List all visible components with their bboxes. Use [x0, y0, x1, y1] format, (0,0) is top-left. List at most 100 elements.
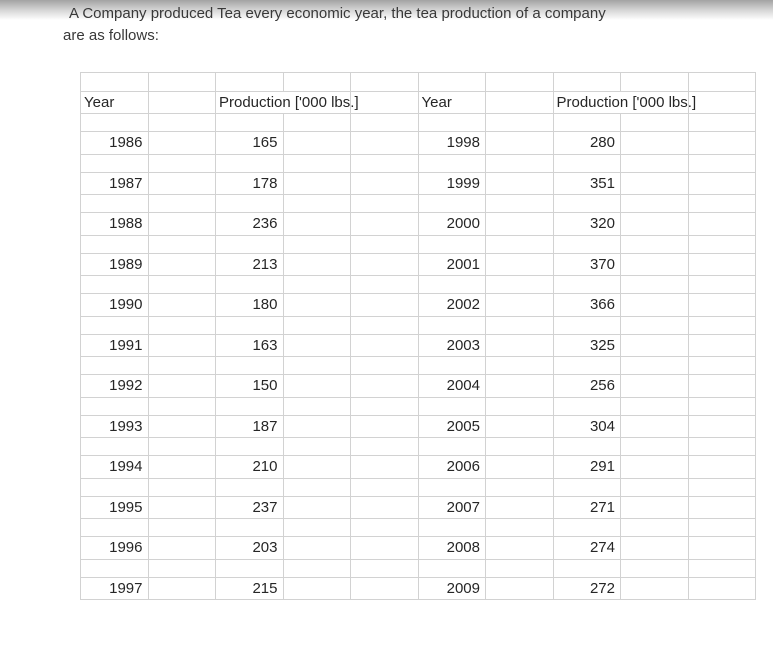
empty-cell	[80, 518, 149, 537]
empty-cell	[620, 315, 689, 335]
empty-cell	[485, 396, 554, 416]
empty-cell	[687, 113, 756, 132]
empty-cell	[80, 477, 149, 497]
empty-cell	[485, 91, 554, 114]
empty-cell	[350, 495, 419, 519]
spacer-row	[80, 437, 756, 456]
empty-cell	[552, 275, 621, 294]
year-cell: 1991	[80, 333, 149, 357]
empty-cell	[620, 194, 689, 213]
year-cell: 1986	[80, 131, 149, 155]
empty-cell	[350, 558, 419, 578]
empty-cell	[282, 536, 351, 560]
empty-cell	[485, 477, 554, 497]
year-cell: 2007	[417, 495, 486, 519]
production-cell: 320	[552, 212, 621, 236]
production-cell: 280	[552, 131, 621, 155]
empty-cell	[350, 437, 419, 456]
empty-cell	[620, 252, 689, 276]
empty-cell	[350, 455, 419, 479]
year-cell: 2009	[417, 576, 486, 600]
year-cell: 2004	[417, 374, 486, 398]
year-cell: 1996	[80, 536, 149, 560]
empty-cell	[485, 212, 554, 236]
empty-cell	[552, 558, 621, 578]
empty-cell	[687, 333, 756, 357]
empty-cell	[687, 396, 756, 416]
empty-cell	[147, 396, 216, 416]
empty-cell	[350, 113, 419, 132]
empty-cell	[147, 558, 216, 578]
empty-cell	[215, 558, 284, 578]
year-cell: 1987	[80, 171, 149, 195]
production-cell: 165	[215, 131, 284, 155]
empty-cell	[687, 558, 756, 578]
empty-cell	[282, 72, 351, 92]
empty-cell	[620, 455, 689, 479]
spacer-row	[80, 477, 756, 497]
empty-cell	[687, 536, 756, 560]
empty-cell	[687, 518, 756, 537]
year-cell: 1989	[80, 252, 149, 276]
year-cell: 1988	[80, 212, 149, 236]
empty-cell	[552, 396, 621, 416]
empty-cell	[417, 153, 486, 173]
year-cell: 1995	[80, 495, 149, 519]
empty-cell	[687, 477, 756, 497]
empty-cell	[620, 495, 689, 519]
empty-cell	[282, 153, 351, 173]
empty-cell	[687, 171, 756, 195]
table-row: 1993 187 2005 304	[80, 414, 756, 438]
production-cell: 272	[552, 576, 621, 600]
spacer-row	[80, 558, 756, 578]
empty-cell	[282, 356, 351, 375]
empty-cell	[147, 212, 216, 236]
empty-cell	[147, 477, 216, 497]
empty-cell	[485, 437, 554, 456]
empty-cell	[282, 374, 351, 398]
year-cell: 1998	[417, 131, 486, 155]
empty-cell	[485, 333, 554, 357]
empty-cell	[282, 437, 351, 456]
production-cell: 203	[215, 536, 284, 560]
year-cell: 1997	[80, 576, 149, 600]
empty-cell	[417, 396, 486, 416]
header-row: Year Production ['000 lbs.] Year Product…	[80, 91, 756, 114]
empty-cell	[147, 252, 216, 276]
empty-cell	[350, 518, 419, 537]
empty-cell	[485, 234, 554, 254]
production-header-left: Production ['000 lbs.]	[215, 91, 359, 114]
empty-cell	[687, 252, 756, 276]
year-cell: 2000	[417, 212, 486, 236]
empty-cell	[620, 153, 689, 173]
tea-production-table: Year Production ['000 lbs.] Year Product…	[80, 72, 756, 600]
empty-cell	[215, 315, 284, 335]
empty-cell	[282, 558, 351, 578]
table-row: 1988 236 2000 320	[80, 212, 756, 236]
empty-cell	[485, 315, 554, 335]
spacer-row	[80, 356, 756, 375]
empty-cell	[417, 558, 486, 578]
production-cell: 215	[215, 576, 284, 600]
production-cell: 366	[552, 293, 621, 317]
empty-cell	[215, 477, 284, 497]
empty-cell	[417, 234, 486, 254]
production-cell: 325	[552, 333, 621, 357]
empty-cell	[687, 495, 756, 519]
empty-cell	[687, 356, 756, 375]
year-cell: 2008	[417, 536, 486, 560]
empty-cell	[687, 437, 756, 456]
production-cell: 236	[215, 212, 284, 236]
empty-cell	[417, 72, 486, 92]
empty-cell	[282, 315, 351, 335]
year-cell: 1994	[80, 455, 149, 479]
year-cell: 1993	[80, 414, 149, 438]
empty-cell	[282, 212, 351, 236]
spacer-row	[80, 275, 756, 294]
empty-cell	[80, 315, 149, 335]
empty-cell	[485, 536, 554, 560]
spacer-row	[80, 234, 756, 254]
production-cell: 291	[552, 455, 621, 479]
empty-cell	[485, 252, 554, 276]
empty-cell	[350, 275, 419, 294]
